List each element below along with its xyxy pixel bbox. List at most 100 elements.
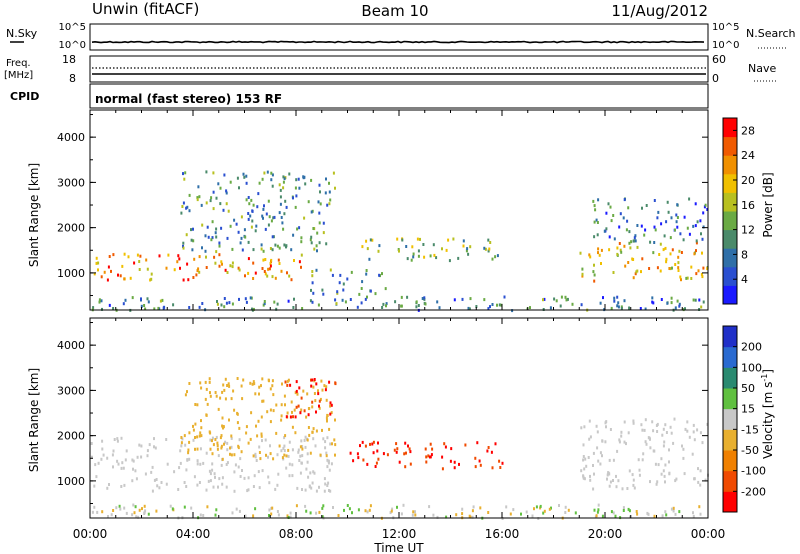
echo-cell: [366, 510, 369, 514]
power-ylabel: Slant Range [km]: [27, 163, 41, 267]
echo-cell: [366, 295, 368, 299]
echo-cell: [237, 230, 240, 234]
echo-cell: [117, 273, 119, 277]
echo-cell: [307, 413, 310, 417]
echo-cell: [309, 471, 312, 475]
echo-cell: [136, 253, 139, 257]
echo-cell: [314, 399, 317, 403]
echo-cell: [261, 177, 264, 181]
noise-left-tick-top: 10^5: [59, 22, 86, 33]
echo-cell: [394, 300, 397, 304]
echo-cell: [640, 270, 642, 274]
echo-cell: [378, 244, 381, 248]
echo-cell: [652, 449, 655, 453]
echo-cell: [276, 483, 279, 487]
echo-cell: [283, 453, 286, 457]
echo-cell: [297, 404, 300, 408]
echo-cell: [331, 442, 333, 446]
colorbar-segment: [723, 408, 737, 430]
echo-cell: [613, 237, 616, 241]
echo-cell: [329, 412, 332, 416]
echo-cell: [589, 478, 592, 482]
echo-cell: [269, 264, 272, 268]
echo-cell: [243, 175, 246, 179]
velocity-colorbar-label: Velocity [m s-1]: [760, 369, 775, 459]
echo-cell: [322, 504, 325, 508]
echo-cell: [341, 298, 344, 302]
echo-cell: [334, 443, 337, 447]
echo-cell: [322, 231, 325, 235]
echo-cell: [676, 216, 679, 219]
echo-cell: [636, 245, 639, 249]
echo-cell: [131, 513, 134, 517]
echo-cell: [668, 448, 670, 452]
echo-cell: [280, 414, 283, 418]
colorbar-segment: [723, 450, 737, 472]
echo-cell: [282, 180, 285, 184]
echo-cell: [252, 485, 255, 488]
echo-cell: [645, 204, 648, 207]
echo-cell: [188, 209, 191, 213]
echo-cell: [377, 441, 379, 445]
echo-cell: [664, 510, 667, 514]
echo-cell: [406, 257, 409, 261]
echo-cell: [665, 431, 668, 434]
echo-cell: [667, 210, 670, 214]
echo-cell: [251, 382, 254, 386]
echo-cell: [593, 472, 595, 476]
echo-cell: [281, 456, 284, 460]
colorbar-tick-label: -50: [741, 444, 759, 457]
echo-cell: [414, 513, 417, 517]
echo-cell: [222, 208, 225, 212]
colorbar-segment: [723, 470, 737, 492]
echo-cell: [672, 509, 675, 513]
colorbar-segment: [723, 248, 737, 268]
echo-cell: [304, 445, 307, 449]
echo-cell: [385, 302, 388, 306]
echo-cell: [409, 450, 412, 454]
echo-cell: [295, 405, 298, 409]
echo-cell: [457, 256, 460, 260]
echo-cell: [618, 440, 621, 444]
echo-cell: [132, 503, 135, 507]
echo-cell: [593, 235, 596, 239]
echo-cell: [127, 255, 130, 259]
echo-cell: [196, 403, 199, 407]
time-axis-title: Time UT: [373, 541, 424, 554]
echo-cell: [417, 304, 420, 307]
echo-cell: [533, 507, 535, 511]
echo-cell: [665, 513, 668, 517]
echo-cell: [146, 449, 149, 453]
echo-cell: [258, 181, 261, 185]
echo-cell: [276, 453, 279, 457]
echo-cell: [582, 475, 585, 479]
echo-cell: [369, 442, 371, 446]
echo-cell: [106, 486, 109, 490]
echo-cell: [286, 379, 289, 383]
echo-cell: [321, 288, 324, 292]
echo-cell: [615, 474, 617, 478]
echo-cell: [599, 462, 602, 466]
echo-cell: [614, 514, 617, 518]
echo-cell: [226, 384, 229, 387]
echo-cell: [146, 297, 149, 301]
echo-cell: [620, 306, 623, 310]
echo-cell: [112, 465, 114, 469]
echo-cell: [239, 457, 242, 461]
echo-cell: [656, 430, 659, 433]
echo-cell: [608, 235, 611, 239]
power-panel: 1000 2000 3000 4000 Slant Range [km] 4 8 12 16…: [27, 109, 775, 313]
echo-cell: [441, 247, 443, 251]
echo-cell: [120, 485, 123, 488]
echo-cell: [589, 255, 592, 259]
echo-cell: [102, 453, 105, 457]
echo-cell: [640, 224, 643, 228]
echo-cell: [122, 466, 125, 470]
echo-cell: [311, 405, 314, 409]
echo-cell: [303, 409, 306, 413]
echo-cell: [366, 462, 369, 466]
echo-region: [93, 252, 303, 282]
echo-cell: [334, 298, 337, 302]
echo-cell: [642, 452, 645, 456]
echo-cell: [548, 507, 551, 511]
